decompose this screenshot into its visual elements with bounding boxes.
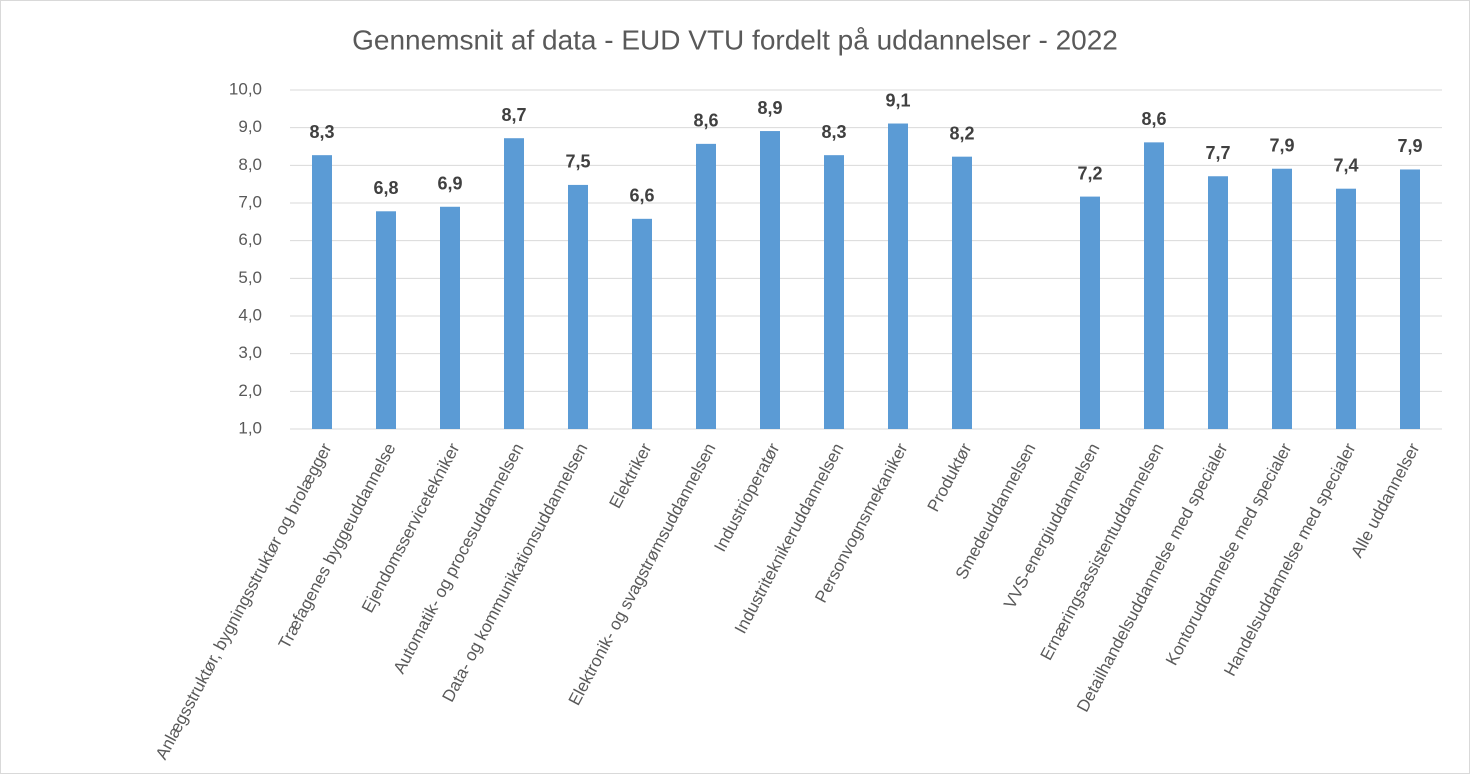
y-tick-label: 8,0	[238, 155, 262, 174]
bar	[376, 211, 396, 429]
y-tick-label: 6,0	[238, 230, 262, 249]
bar	[824, 155, 844, 429]
bar	[312, 155, 332, 429]
value-label: 7,9	[1269, 135, 1294, 155]
y-tick-label: 3,0	[238, 343, 262, 362]
value-label: 7,5	[565, 152, 590, 172]
value-label: 8,3	[309, 122, 334, 142]
y-tick-label: 2,0	[238, 381, 262, 400]
value-label: 6,9	[437, 174, 462, 194]
value-label: 7,2	[1077, 163, 1102, 183]
value-label: 7,7	[1205, 143, 1230, 163]
value-label: 8,6	[693, 111, 718, 131]
value-label: 8,2	[949, 123, 974, 143]
bar	[1208, 176, 1228, 429]
bar	[952, 156, 972, 430]
value-label: 6,8	[373, 178, 398, 198]
bar	[760, 131, 780, 429]
value-label: 8,3	[821, 122, 846, 142]
y-tick-label: 9,0	[238, 117, 262, 136]
y-tick-label: 10,0	[229, 79, 262, 98]
y-tick-label: 7,0	[238, 192, 262, 211]
value-label: 8,7	[501, 105, 526, 125]
bar	[1272, 168, 1292, 429]
bar	[1144, 142, 1164, 429]
value-label: 7,9	[1397, 136, 1422, 156]
chart-title: Gennemsnit af data - EUD VTU fordelt på …	[352, 24, 1118, 55]
bar	[696, 143, 716, 429]
bar	[1336, 188, 1356, 429]
bar	[888, 123, 908, 430]
value-label: 8,9	[757, 98, 782, 118]
value-label: 9,1	[885, 90, 910, 110]
value-label: 7,4	[1333, 155, 1358, 175]
bar	[568, 184, 588, 429]
y-tick-label: 4,0	[238, 305, 262, 324]
bar	[504, 138, 524, 430]
y-tick-label: 1,0	[238, 418, 262, 437]
y-tick-label: 5,0	[238, 268, 262, 287]
value-label: 6,6	[629, 186, 654, 206]
bar	[1080, 196, 1100, 429]
value-label: 8,6	[1141, 109, 1166, 129]
bar	[1400, 169, 1420, 429]
bar	[440, 206, 460, 429]
bar	[632, 218, 652, 429]
